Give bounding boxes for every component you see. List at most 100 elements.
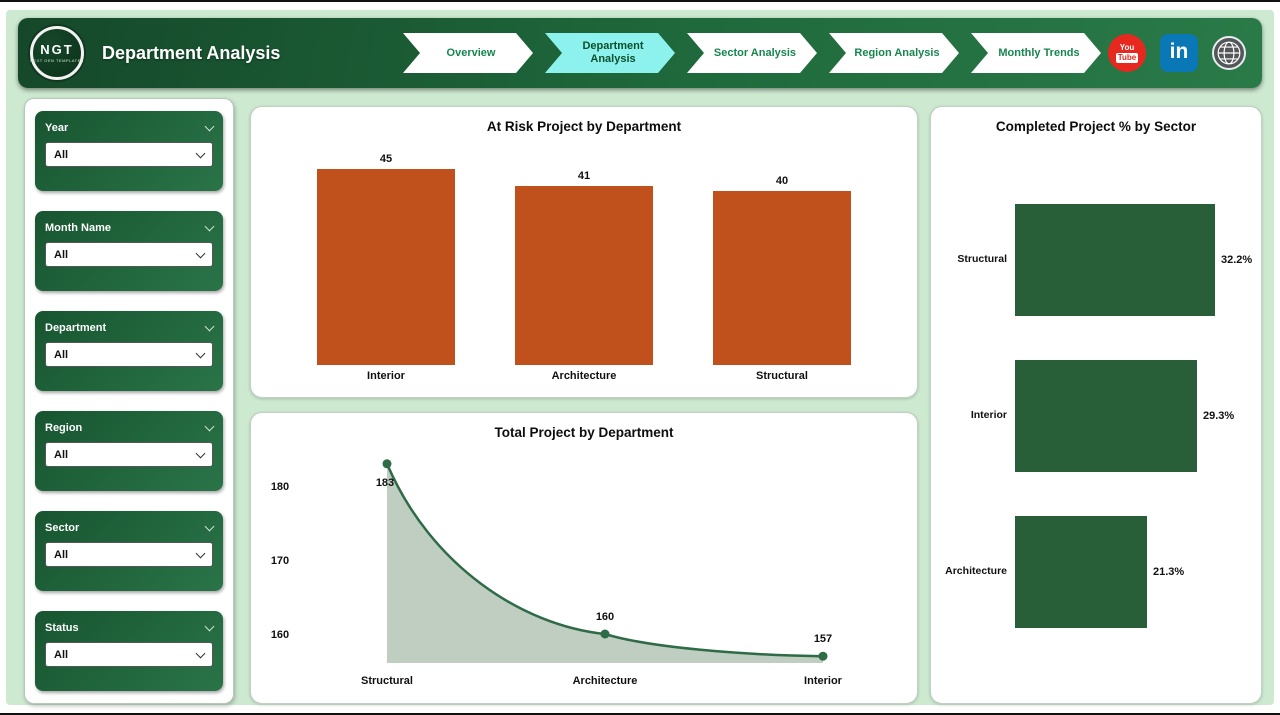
filter-label: Region xyxy=(45,422,83,434)
bar-column-architecture: 41 Architecture xyxy=(515,141,653,387)
nav-tab-label: Region Analysis xyxy=(854,46,940,59)
nav-tab-label: Sector Analysis xyxy=(713,46,797,59)
ngt-logo: NGT NEXT GEN TEMPLATES xyxy=(30,26,84,80)
filter-slicer-month-name: Month Name All xyxy=(35,211,223,291)
nav-tab-monthly-trends[interactable]: Monthly Trends xyxy=(971,33,1101,73)
bar-value-label: 21.3% xyxy=(1153,566,1185,578)
bar-column-interior: 45 Interior xyxy=(317,141,455,387)
chevron-down-icon[interactable] xyxy=(204,621,215,632)
y-tick-label: 180 xyxy=(271,481,289,493)
globe-grid-icon xyxy=(1217,41,1241,65)
filter-dropdown-department[interactable]: All xyxy=(45,342,213,367)
chevron-down-icon[interactable] xyxy=(204,121,215,132)
bar-interior[interactable] xyxy=(317,169,455,365)
nav-tabs: Overview Department Analysis Sector Analys… xyxy=(403,33,1101,73)
filter-selected-value: All xyxy=(54,148,69,161)
filter-dropdown-month-name[interactable]: All xyxy=(45,242,213,267)
chevron-down-icon[interactable] xyxy=(204,221,215,232)
chevron-down-icon xyxy=(195,248,206,258)
bar-value-label: 45 xyxy=(379,153,393,165)
category-label: Interior xyxy=(804,675,843,687)
card-at-risk-by-department: At Risk Project by Department 45 Interior… xyxy=(250,106,918,398)
data-point-architecture[interactable] xyxy=(600,629,610,639)
chevron-down-icon xyxy=(195,548,206,558)
category-label: Structural xyxy=(361,675,413,687)
category-label: Structural xyxy=(756,370,808,382)
logo-text: NGT xyxy=(40,42,74,57)
filter-dropdown-status[interactable]: All xyxy=(45,642,213,667)
bar-interior[interactable] xyxy=(1015,360,1197,472)
nav-tab-sector-analysis[interactable]: Sector Analysis xyxy=(687,33,817,73)
bar-architecture[interactable] xyxy=(1015,516,1147,628)
nav-tab-overview[interactable]: Overview xyxy=(403,33,533,73)
bar-value-label: 41 xyxy=(577,170,591,182)
logo-subtext: NEXT GEN TEMPLATES xyxy=(30,58,84,63)
filter-label: Department xyxy=(45,322,107,334)
bar-value-label: 29.3% xyxy=(1203,410,1235,422)
nav-tab-department-analysis[interactable]: Department Analysis xyxy=(545,33,675,73)
filter-slicer-header: Status xyxy=(45,621,215,634)
chevron-down-icon[interactable] xyxy=(204,421,215,432)
bar-value-label: 32.2% xyxy=(1221,254,1253,266)
chevron-down-icon xyxy=(195,648,206,658)
website-globe-icon[interactable] xyxy=(1212,36,1246,70)
chevron-down-icon xyxy=(195,348,206,358)
filter-selected-value: All xyxy=(54,648,69,661)
youtube-icon-text-top: You xyxy=(1119,42,1135,52)
filter-slicer-year: Year All xyxy=(35,111,223,191)
bar-value-label: 40 xyxy=(775,175,789,187)
nav-tab-label: Overview xyxy=(446,46,496,59)
category-label: Architecture xyxy=(551,370,617,382)
data-point-interior[interactable] xyxy=(818,651,828,661)
nav-tab-region-analysis[interactable]: Region Analysis xyxy=(829,33,959,73)
filter-label: Year xyxy=(45,122,69,134)
filter-selected-value: All xyxy=(54,348,69,361)
bar-column-structural: 40 Structural xyxy=(713,141,851,387)
hbar-row-structural: Structural 32.2% xyxy=(945,204,1253,316)
filter-dropdown-sector[interactable]: All xyxy=(45,542,213,567)
bar-architecture[interactable] xyxy=(515,186,653,365)
chevron-down-icon xyxy=(195,448,206,458)
linkedin-icon[interactable]: in xyxy=(1160,34,1198,72)
filter-slicer-status: Status All xyxy=(35,611,223,691)
category-label: Interior xyxy=(367,370,405,382)
filter-label: Status xyxy=(45,622,79,634)
bar-structural[interactable] xyxy=(713,191,851,365)
data-point-label: 157 xyxy=(814,633,832,645)
filter-dropdown-year[interactable]: All xyxy=(45,142,213,167)
header-bar: NGT NEXT GEN TEMPLATES Department Analys… xyxy=(18,18,1262,88)
hbar-row-architecture: Architecture 21.3% xyxy=(945,516,1253,628)
at-risk-bar-chart: 45 Interior 41 Architecture 40 Structural xyxy=(287,141,881,387)
area-fill xyxy=(387,463,823,663)
data-point-structural[interactable] xyxy=(382,459,392,469)
filter-selected-value: All xyxy=(54,448,69,461)
filter-selected-value: All xyxy=(54,548,69,561)
data-point-label: 183 xyxy=(376,477,394,489)
hbar-row-interior: Interior 29.3% xyxy=(945,360,1253,472)
chart-title-total: Total Project by Department xyxy=(494,425,674,440)
filter-slicer-sector: Sector All xyxy=(35,511,223,591)
filter-slicer-header: Month Name xyxy=(45,221,215,234)
chevron-down-icon[interactable] xyxy=(204,521,215,532)
category-label: Architecture xyxy=(945,565,1007,578)
social-icons: You Tube in xyxy=(1108,34,1246,72)
data-point-label: 160 xyxy=(596,611,614,623)
chart-title-completed: Completed Project % by Sector xyxy=(995,119,1197,134)
chevron-down-icon[interactable] xyxy=(204,321,215,332)
bar-structural[interactable] xyxy=(1015,204,1215,316)
y-tick-label: 170 xyxy=(271,555,289,567)
category-label: Architecture xyxy=(573,675,638,687)
filter-dropdown-region[interactable]: All xyxy=(45,442,213,467)
card-total-by-department: Total Project by Department 180 170 160 183… xyxy=(250,412,918,704)
card-completed-by-sector: Completed Project % by Sector Structural… xyxy=(930,106,1262,704)
filter-slicer-header: Year xyxy=(45,121,215,134)
nav-tab-label: Monthly Trends xyxy=(998,46,1080,59)
filter-slicer-header: Department xyxy=(45,321,215,334)
chevron-down-icon xyxy=(195,148,206,158)
filter-selected-value: All xyxy=(54,248,69,261)
chart-title-at-risk: At Risk Project by Department xyxy=(486,119,682,134)
completed-hbar-chart: Structural 32.2% Interior 29.3% Architecture… xyxy=(945,204,1253,628)
youtube-icon[interactable]: You Tube xyxy=(1108,34,1146,72)
page-title: Department Analysis xyxy=(102,42,281,63)
filter-slicer-region: Region All xyxy=(35,411,223,491)
